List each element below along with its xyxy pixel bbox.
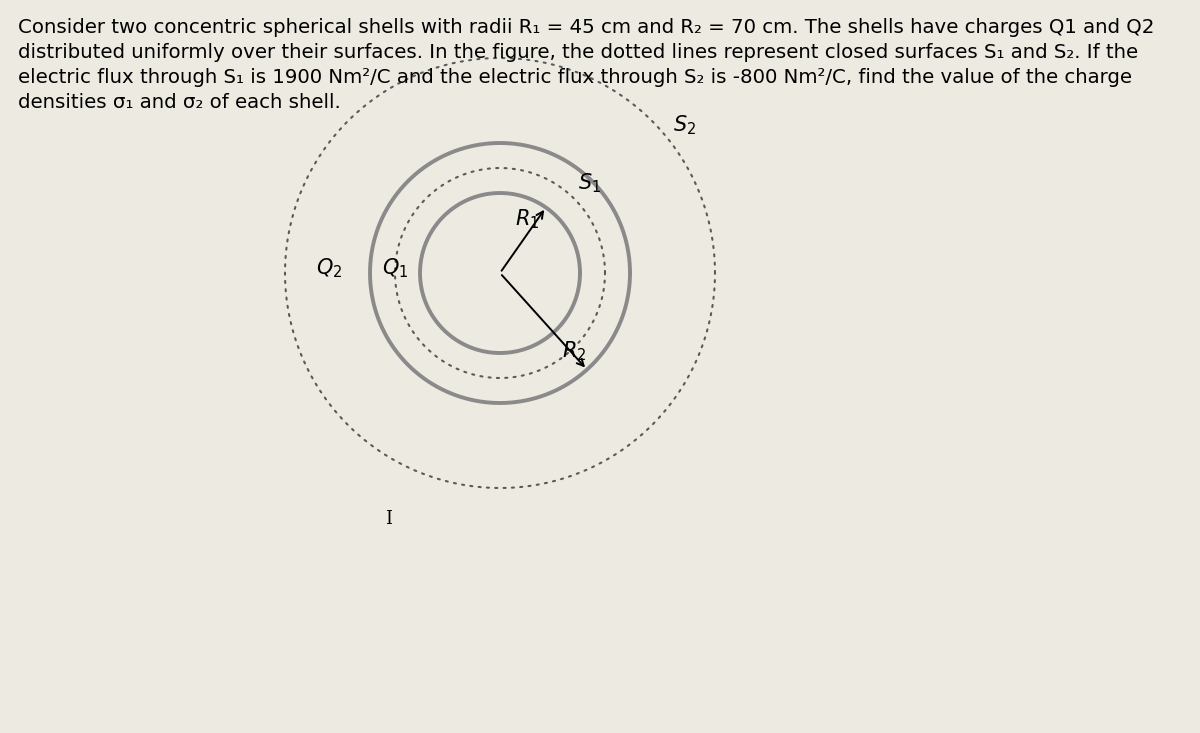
Text: $R_1$: $R_1$ <box>515 207 540 231</box>
Text: electric flux through S₁ is 1900 Nm²/C and the electric flux through S₂ is -800 : electric flux through S₁ is 1900 Nm²/C a… <box>18 67 1132 86</box>
Text: $Q_2$: $Q_2$ <box>316 257 342 280</box>
Text: $S_1$: $S_1$ <box>578 171 601 195</box>
Text: $R_2$: $R_2$ <box>562 340 586 364</box>
Text: $S_2$: $S_2$ <box>673 113 696 136</box>
Text: distributed uniformly over their surfaces. In the figure, the dotted lines repre: distributed uniformly over their surface… <box>18 43 1138 62</box>
Text: densities σ₁ and σ₂ of each shell.: densities σ₁ and σ₂ of each shell. <box>18 92 341 111</box>
Text: Consider two concentric spherical shells with radii R₁ = 45 cm and R₂ = 70 cm. T: Consider two concentric spherical shells… <box>18 18 1154 37</box>
Text: $Q_1$: $Q_1$ <box>382 257 408 280</box>
Text: I: I <box>385 510 391 528</box>
